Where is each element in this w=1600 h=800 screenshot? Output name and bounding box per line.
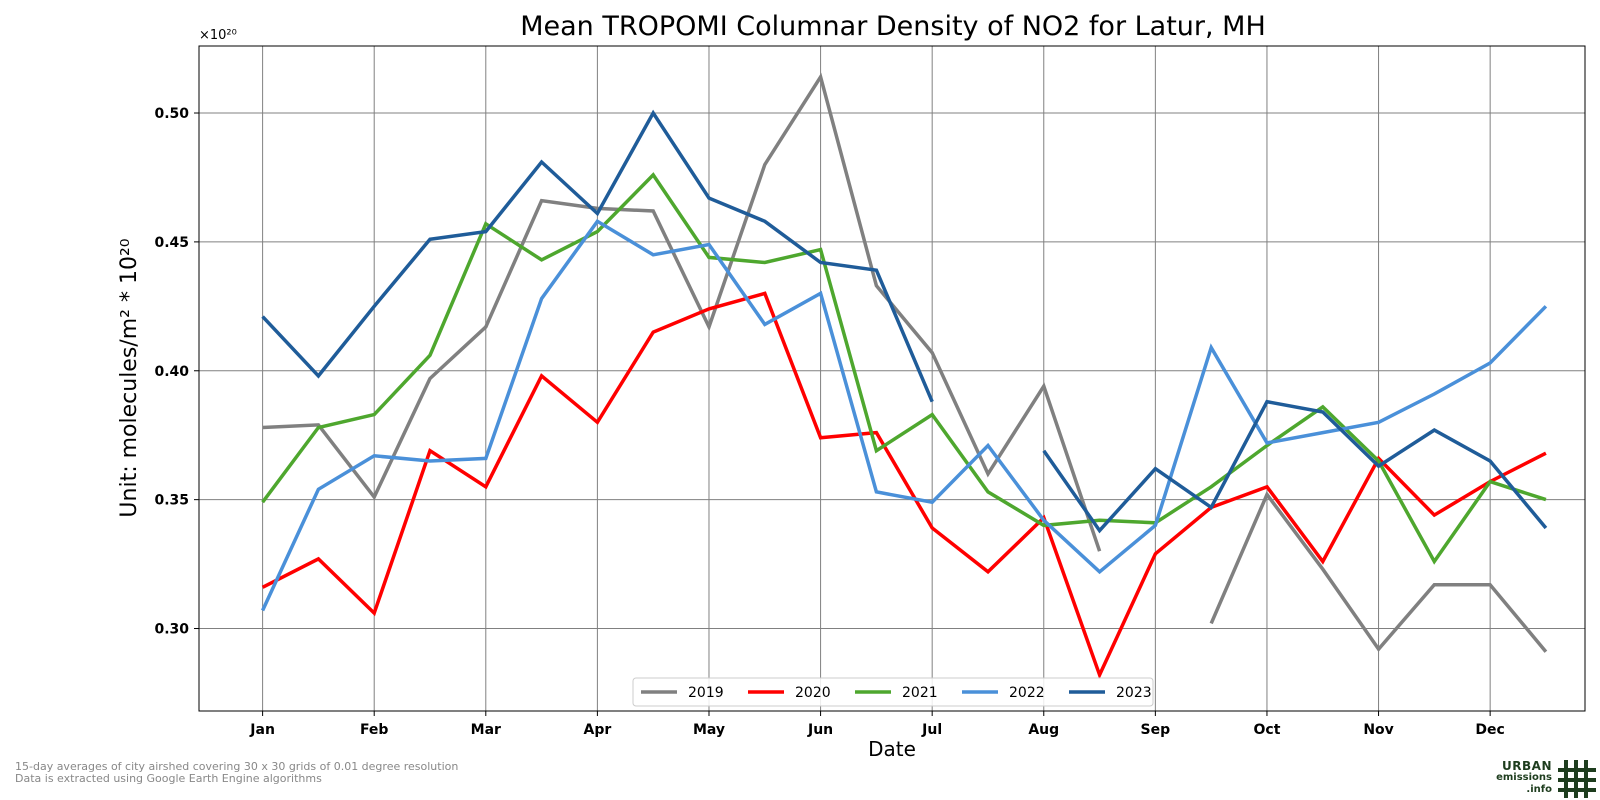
- legend-label-2019: 2019: [688, 685, 724, 701]
- legend-label-2023: 2023: [1116, 685, 1152, 701]
- x-tick-label: Dec: [1475, 722, 1504, 738]
- chart-title: Mean TROPOMI Columnar Density of NO2 for…: [520, 11, 1266, 42]
- series-line-2019: [262, 72, 1548, 653]
- series-line-2020: [261, 291, 1547, 680]
- y-tick-label: 0.35: [154, 493, 189, 509]
- legend-label-2022: 2022: [1009, 685, 1045, 701]
- x-tick-label: Jan: [249, 722, 275, 738]
- logo-grid-icon: [1558, 760, 1596, 798]
- series-line-2021: [261, 172, 1547, 565]
- legend: 2019 2020 2021 2022 2023: [632, 677, 1154, 707]
- y-axis-offset-label: ×10²⁰: [199, 28, 237, 43]
- logo-text: URBAN emissions .info: [1496, 760, 1552, 796]
- logo-line-1: URBAN: [1502, 759, 1552, 773]
- grid-lines: [199, 46, 1585, 711]
- x-tick-label: Sep: [1141, 722, 1171, 738]
- series-lines: [261, 72, 1548, 680]
- x-axis-ticks: Jan Feb Mar Apr May Jun Jul Aug Sep Oct Nov Dec: [249, 711, 1505, 738]
- x-tick-label: Aug: [1028, 722, 1059, 738]
- urban-emissions-logo: URBAN emissions .info: [1496, 760, 1596, 798]
- y-tick-label: 0.50: [154, 106, 189, 122]
- legend-box: [632, 677, 1154, 707]
- series-line-2023: [261, 109, 1548, 534]
- x-tick-label: Nov: [1363, 722, 1393, 738]
- footnote-source: Data is extracted using Google Earth Eng…: [15, 772, 322, 785]
- y-tick-label: 0.40: [154, 364, 189, 380]
- x-tick-label: Jul: [921, 722, 942, 738]
- series-line-2022: [261, 218, 1548, 612]
- y-axis-label: Unit: molecules/m² * 10²⁰: [117, 238, 142, 517]
- logo-line-3: .info: [1526, 784, 1552, 795]
- x-tick-label: Apr: [584, 722, 612, 738]
- legend-label-2020: 2020: [795, 685, 831, 701]
- y-tick-label: 0.45: [154, 235, 189, 251]
- footnote-resolution: 15-day averages of city airshed covering…: [15, 760, 459, 773]
- y-tick-label: 0.30: [154, 622, 189, 638]
- x-tick-label: Feb: [360, 722, 389, 738]
- plot-frame: [198, 45, 1586, 712]
- x-tick-label: Oct: [1254, 722, 1281, 738]
- y-axis-ticks: 0.30 0.35 0.40 0.45 0.50: [154, 106, 199, 638]
- x-tick-label: Mar: [471, 722, 501, 738]
- x-axis-label: Date: [868, 737, 916, 761]
- x-tick-label: May: [693, 722, 725, 738]
- x-tick-label: Jun: [807, 722, 833, 738]
- legend-label-2021: 2021: [902, 685, 938, 701]
- logo-line-2: emissions: [1496, 772, 1552, 783]
